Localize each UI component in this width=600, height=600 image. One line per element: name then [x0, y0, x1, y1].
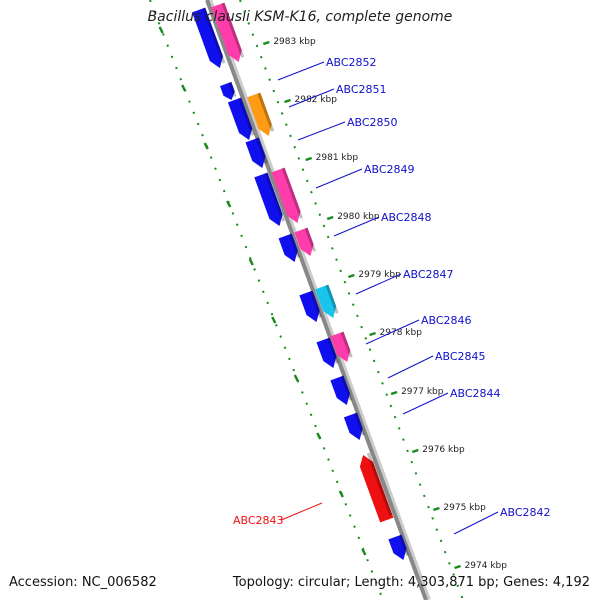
gene-arrow[interactable] — [278, 233, 301, 262]
leader-line — [288, 88, 335, 108]
gene-arrow[interactable] — [315, 284, 339, 318]
gene-label[interactable]: ABC2852 — [326, 56, 377, 69]
leader-line — [281, 502, 323, 521]
major-tick — [326, 215, 334, 221]
minor-tick — [338, 490, 344, 498]
leader-line — [277, 61, 325, 81]
gene-label[interactable]: ABC2851 — [336, 83, 387, 96]
gene-label[interactable]: ABC2848 — [381, 211, 432, 224]
major-tick — [390, 390, 398, 396]
gene-arrow[interactable] — [220, 81, 237, 100]
leader-line — [333, 216, 380, 237]
gene-label[interactable]: ABC2844 — [450, 387, 501, 400]
gene-arrow[interactable] — [245, 137, 268, 168]
gene-label[interactable]: ABC2845 — [435, 350, 486, 363]
minor-tick — [316, 432, 322, 440]
gene-label[interactable]: ABC2846 — [421, 314, 472, 327]
major-tick — [347, 273, 355, 279]
gene-arrow[interactable] — [294, 227, 316, 256]
minor-tick — [203, 142, 209, 150]
gene-arrow[interactable] — [343, 412, 366, 440]
minor-tick — [226, 200, 232, 208]
major-tick — [411, 448, 419, 454]
gene-arrow[interactable] — [330, 375, 353, 405]
gene-label[interactable]: ABC2847 — [403, 268, 454, 281]
leader-line — [453, 511, 499, 535]
backbone — [205, 0, 428, 600]
tick-label: 2978 kbp — [380, 328, 423, 338]
major-tick — [454, 564, 461, 570]
major-tick — [433, 506, 440, 512]
gene-arrow[interactable] — [299, 290, 323, 322]
gene-arrow[interactable] — [227, 97, 255, 140]
leader-line — [402, 392, 449, 415]
tick-label: 2982 kbp — [295, 95, 338, 105]
major-tick — [305, 156, 313, 162]
minor-tick — [271, 316, 277, 324]
major-tick — [284, 98, 291, 104]
leader-line — [387, 355, 434, 379]
topology-summary: Topology: circular; Length: 4,303,871 bp… — [232, 575, 590, 590]
genome-title: Bacillus clausii KSM-K16, complete genom… — [147, 9, 453, 25]
major-tick — [369, 331, 376, 337]
tick-label: 2977 kbp — [401, 387, 444, 397]
leader-line — [355, 273, 402, 295]
gene-label[interactable]: ABC2842 — [500, 506, 551, 519]
leader-line — [365, 319, 420, 345]
minor-tick — [158, 26, 164, 34]
minor-tick — [181, 84, 187, 92]
gene-arrow[interactable] — [254, 172, 285, 226]
tick-label: 2981 kbp — [316, 153, 359, 163]
tick-label: 2976 kbp — [422, 445, 465, 455]
gene-arrow[interactable] — [316, 337, 339, 368]
tick-label: 2980 kbp — [337, 212, 380, 222]
tick-label: 2979 kbp — [358, 270, 401, 280]
gene-arrow[interactable] — [359, 452, 394, 523]
gene-label[interactable]: ABC2850 — [347, 116, 398, 129]
leader-line — [315, 168, 363, 189]
gene-label[interactable]: ABC2843 — [233, 514, 284, 527]
tick-label: 2974 kbp — [465, 561, 508, 571]
gene-arrow[interactable] — [271, 167, 303, 223]
major-tick — [262, 40, 270, 46]
gene-label[interactable]: ABC2849 — [364, 163, 415, 176]
tick-label: 2983 kbp — [273, 37, 316, 47]
minor-tick — [248, 258, 254, 266]
gene-arrow[interactable] — [247, 92, 275, 136]
gene-arrow[interactable] — [211, 2, 245, 63]
minor-tick — [293, 374, 299, 382]
tick-label: 2975 kbp — [443, 503, 486, 513]
gene-arrow[interactable] — [192, 7, 226, 69]
minor-tick — [361, 548, 367, 556]
accession-label: Accession: NC_006582 — [9, 575, 157, 590]
gene-arrow[interactable] — [388, 534, 409, 560]
gene-arrow[interactable] — [330, 331, 353, 362]
leader-line — [297, 121, 346, 141]
